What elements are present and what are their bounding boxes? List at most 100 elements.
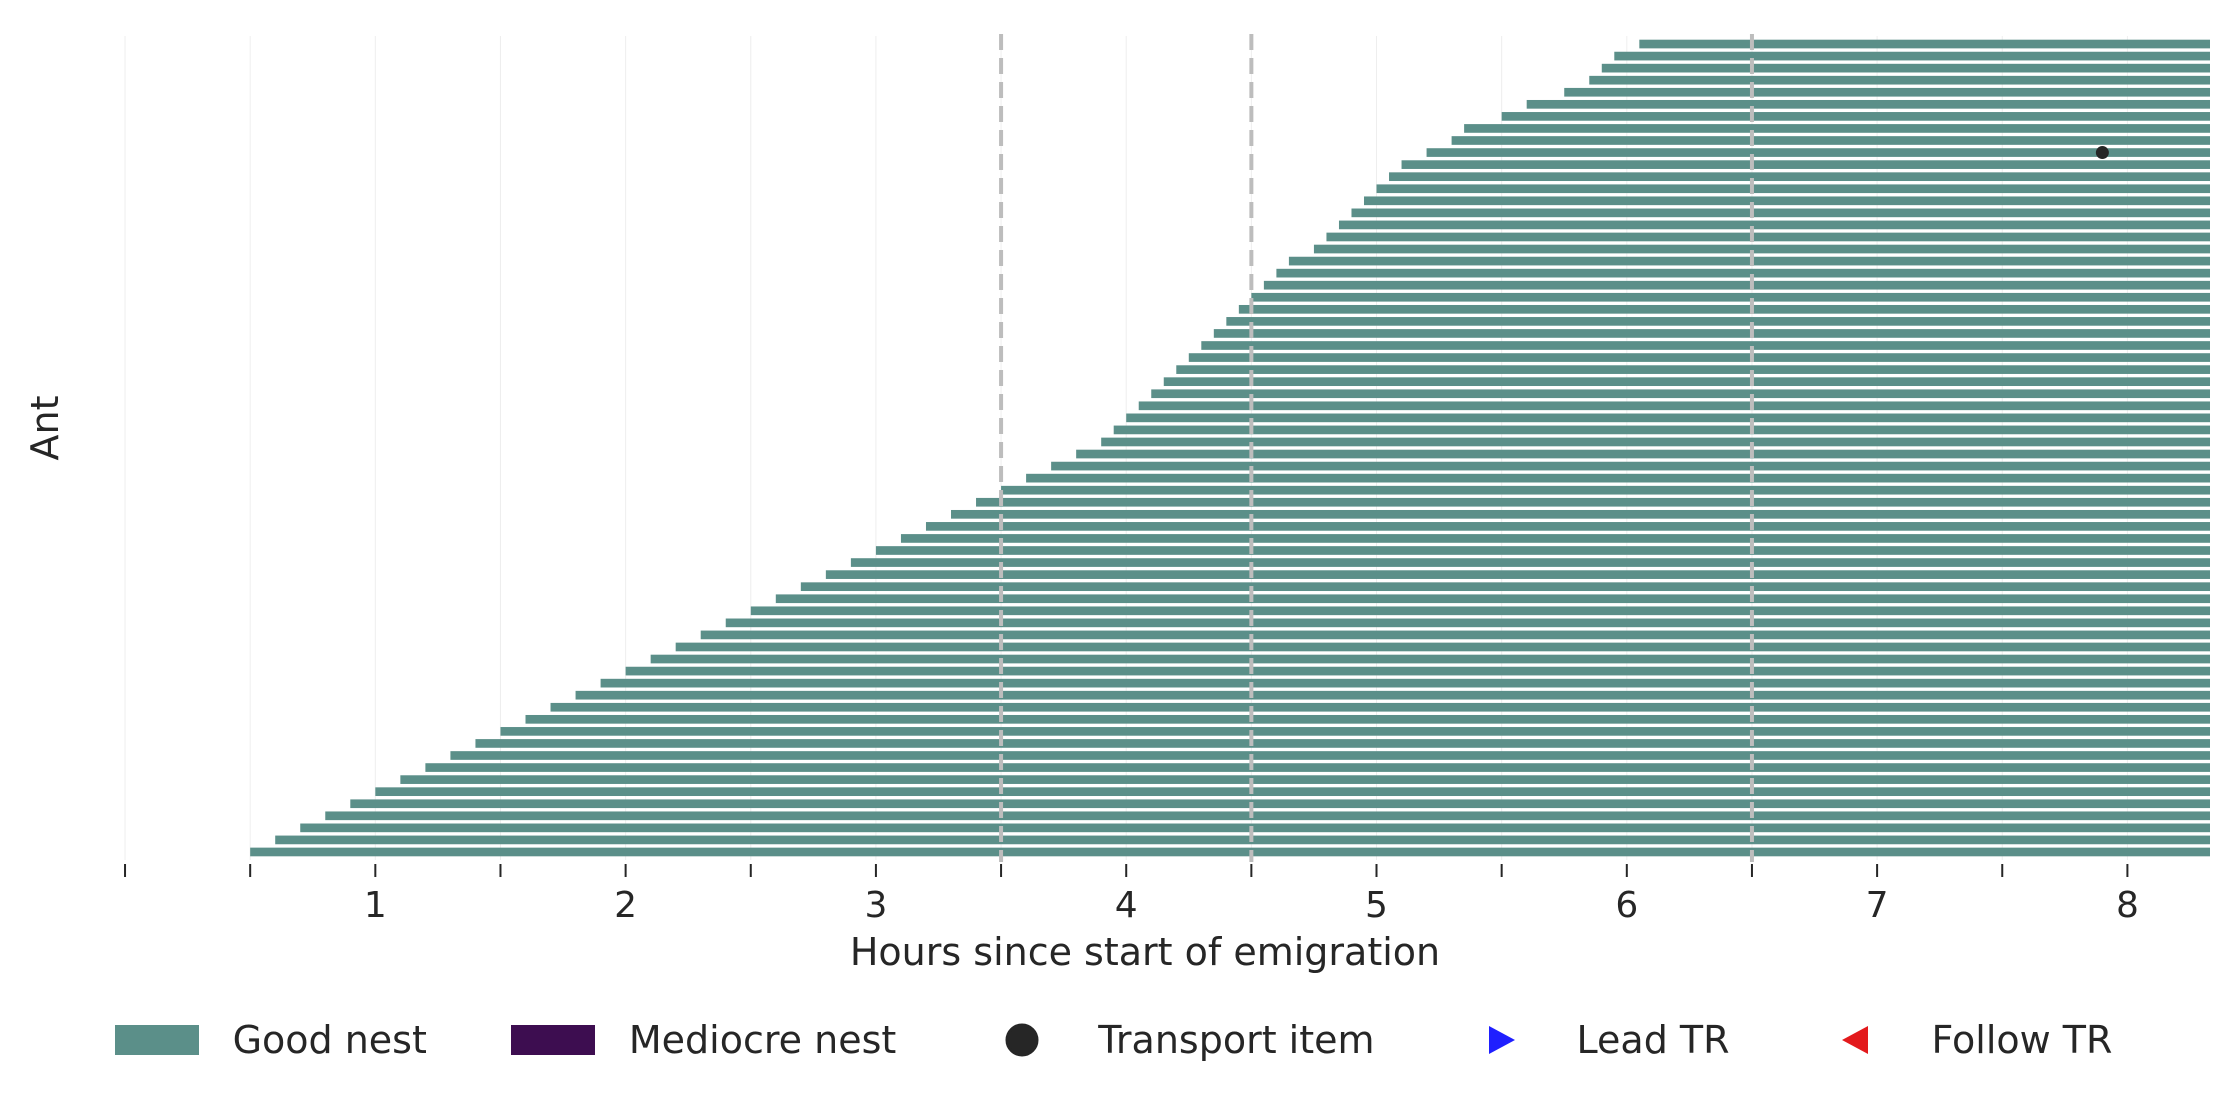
ant-timeline-chart: Hours since start of emigration Ant 1 2 3 4… [23, 34, 2211, 974]
good-nest-bar [1251, 292, 2210, 302]
good-nest-bar [1001, 485, 2210, 495]
legend-item-good-nest: Good nest [114, 1018, 427, 1062]
legend-label-mediocre-nest: Mediocre nest [628, 1018, 897, 1062]
good-nest-bar [500, 727, 2210, 736]
legend-label-follow-tr: Follow TR [1931, 1018, 2113, 1062]
good-nest-bar [1351, 208, 2210, 218]
good-nest-bar [1564, 87, 2210, 97]
good-nest-bar [250, 847, 2210, 857]
x-axis-label: Hours since start of emigration [850, 930, 1440, 974]
x-tick-label: 4 [1115, 885, 1138, 926]
good-nest-bar [275, 835, 2211, 845]
good-nest-bar [1176, 365, 2210, 374]
mediocre-nest-swatch [510, 1025, 595, 1055]
good-nest-bar [1226, 317, 2210, 326]
event-markers [2095, 146, 2109, 160]
good-nest-bar [1601, 63, 2210, 73]
good-nest-bar [1501, 112, 2210, 121]
good-nest-bar [1101, 437, 2210, 447]
legend-label-good-nest: Good nest [232, 1018, 427, 1062]
good-nest-bar [925, 522, 2210, 531]
good-nest-bar [750, 606, 2211, 616]
nest-presence-bars [250, 39, 2211, 857]
good-nest-bar [1163, 377, 2210, 387]
good-nest-bar [875, 546, 2210, 555]
good-nest-bar [675, 642, 2210, 652]
good-nest-bar [1639, 39, 2210, 49]
good-nest-bar [400, 775, 2211, 784]
good-nest-bar [450, 751, 2211, 760]
good-nest-bar [850, 558, 2211, 567]
good-nest-bar [1426, 148, 2210, 157]
x-tick-label: 5 [1365, 885, 1388, 926]
good-nest-bar [1376, 184, 2210, 194]
x-axis: 1 2 3 4 5 6 7 8 [124, 864, 2139, 926]
transport-item-point [2095, 146, 2109, 160]
good-nest-bar [1238, 304, 2210, 314]
vertical-gridlines [124, 36, 2128, 860]
good-nest-bar [800, 582, 2211, 592]
good-nest-bar [1614, 51, 2210, 61]
legend-label-transport-item: Transport item [1098, 1018, 1375, 1062]
good-nest-bar [1389, 172, 2210, 182]
good-nest-bar [1026, 473, 2210, 483]
good-nest-bar [1288, 256, 2210, 266]
good-nest-bar [575, 690, 2210, 700]
good-nest-bar [1363, 196, 2210, 206]
follow-triangle-icon [1814, 1020, 1898, 1060]
good-nest-bar [325, 811, 2211, 821]
good-nest-bar [1263, 280, 2210, 290]
good-nest-bar [1401, 160, 2210, 169]
good-nest-bar [375, 787, 2211, 797]
good-nest-bar [1526, 99, 2210, 109]
good-nest-bar [525, 714, 2210, 724]
good-nest-bar [600, 678, 2210, 688]
good-nest-bar [700, 630, 2211, 640]
y-axis-label: Ant [23, 396, 67, 461]
good-nest-bar [1276, 268, 2210, 278]
good-nest-bar [951, 509, 2210, 519]
good-nest-bar [1326, 232, 2210, 242]
good-nest-bar [425, 763, 2211, 772]
good-nest-bar [475, 739, 2211, 748]
x-tick-label: 1 [364, 885, 387, 926]
good-nest-bar [650, 654, 2211, 664]
good-nest-bar [1188, 353, 2210, 362]
x-tick-label: 6 [1615, 885, 1638, 926]
good-nest-bar [350, 799, 2210, 809]
good-nest-bar [1113, 425, 2210, 435]
good-nest-bar [1138, 401, 2210, 411]
x-tick-label: 3 [864, 885, 887, 926]
good-nest-bar [976, 497, 2210, 507]
good-nest-bar [1151, 389, 2210, 399]
phase-marker-lines [999, 34, 1754, 862]
good-nest-bar [775, 594, 2210, 604]
good-nest-bar [1451, 136, 2210, 145]
good-nest-bar [550, 702, 2210, 712]
x-tick-label: 8 [2116, 885, 2139, 926]
good-nest-bar [625, 666, 2210, 676]
legend-item-lead-tr: Lead TR [1459, 1018, 1730, 1062]
good-nest-bar [1313, 244, 2210, 254]
lead-triangle-icon [1459, 1020, 1543, 1060]
legend: Good nest Mediocre nest Transport item L… [0, 1005, 2227, 1075]
good-nest-bar [1126, 413, 2210, 423]
good-nest-bar [1213, 329, 2210, 338]
legend-item-transport-item: Transport item [980, 1018, 1375, 1062]
x-tick-label: 7 [1866, 885, 1889, 926]
good-nest-bar [1338, 220, 2210, 230]
good-nest-bar [900, 534, 2210, 543]
legend-item-follow-tr: Follow TR [1814, 1018, 2113, 1062]
legend-item-mediocre-nest: Mediocre nest [510, 1018, 897, 1062]
good-nest-bar [1076, 449, 2210, 459]
transport-dot-icon [980, 1020, 1064, 1060]
legend-label-lead-tr: Lead TR [1576, 1018, 1730, 1062]
good-nest-bar [1464, 124, 2210, 133]
good-nest-bar [1589, 75, 2210, 85]
good-nest-bar [825, 570, 2210, 579]
good-nest-bar [1201, 341, 2210, 350]
good-nest-swatch [114, 1025, 199, 1055]
good-nest-bar [725, 618, 2210, 628]
good-nest-bar [1051, 461, 2210, 471]
x-tick-label: 2 [614, 885, 637, 926]
